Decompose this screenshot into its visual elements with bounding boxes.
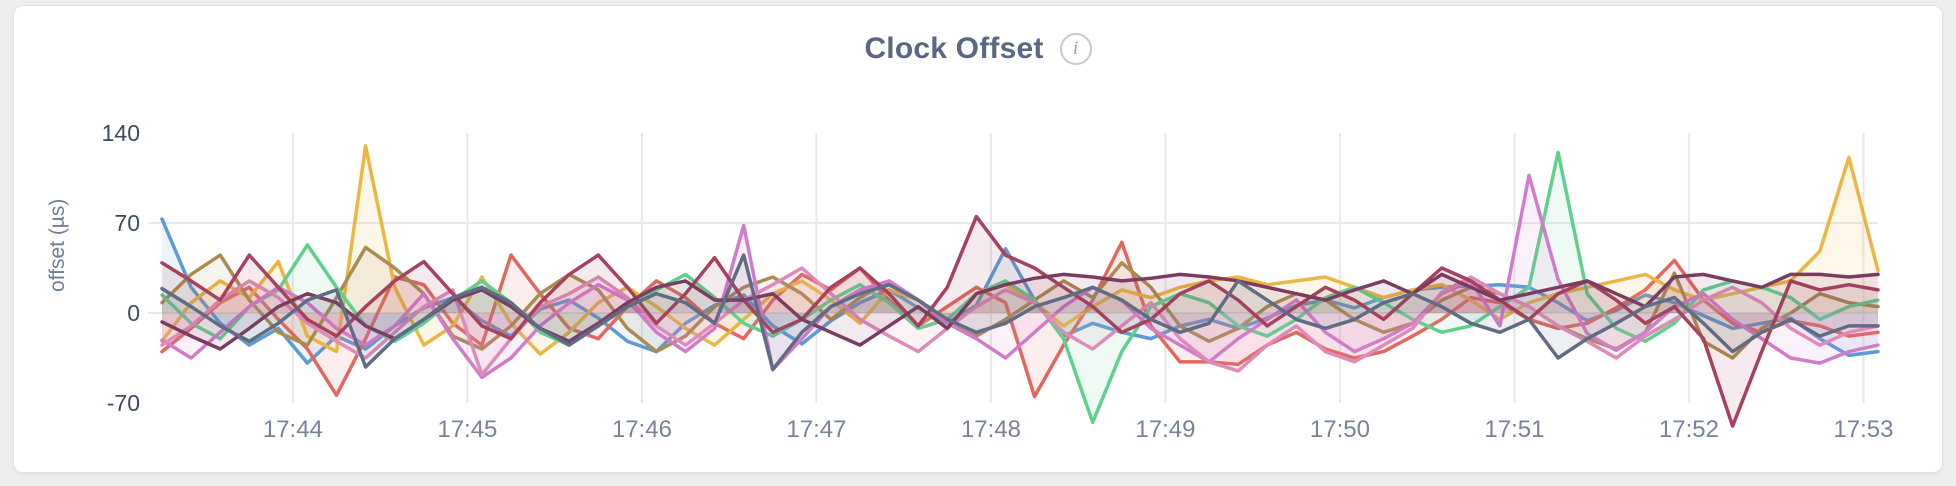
series-line-node-pink [160,266,1880,377]
series-line-node-slate [160,253,1880,372]
series-fill-node-maroon [162,216,1878,427]
chart-header: Clock Offset i [14,32,1942,66]
series-fill-node-pink [162,268,1878,375]
series-fill-node-slate [162,255,1878,370]
x-tick-label: 17:50 [1309,416,1370,443]
x-tick-label: 17:52 [1658,416,1719,443]
series-fill-node-gold [162,145,1878,355]
x-tick-label: 17:47 [786,416,847,443]
chart-title: Clock Offset [864,32,1044,65]
x-tick-label: 17:49 [1135,416,1196,443]
x-tick-label: 17:51 [1484,416,1545,443]
series-fill-node-plum [162,274,1878,349]
x-tick-label: 17:44 [262,416,323,443]
series-fill-node-orchid [162,175,1878,378]
y-tick-label: 140 [101,120,140,146]
series-fill-node-salmon [162,242,1878,397]
series-fill-node-green [162,152,1878,423]
series-line-node-salmon [160,240,1880,399]
y-tick-label: -70 [106,390,140,416]
x-tick-label: 17:53 [1833,416,1894,443]
info-icon[interactable]: i [1059,33,1092,65]
y-tick-label: 0 [127,300,140,326]
x-tick-label: 17:45 [437,416,498,443]
y-tick-label: 70 [114,210,140,236]
x-tick-label: 17:46 [611,416,672,443]
x-tick-label: 17:48 [960,416,1021,443]
